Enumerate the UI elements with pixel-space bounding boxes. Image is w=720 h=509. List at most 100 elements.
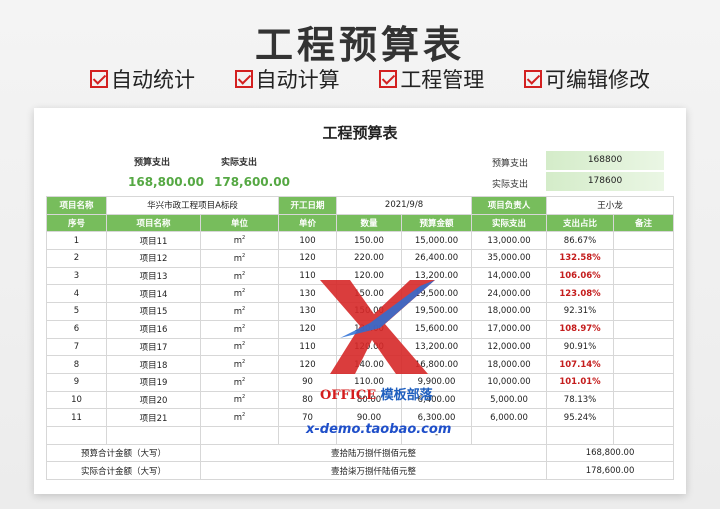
row-actual-spend[interactable]: 35,000.00 [471,249,548,268]
row-project-name[interactable]: 项目16 [106,319,201,339]
row-remark[interactable] [613,408,675,427]
unit-text: m [233,342,243,353]
row-number: 11 [46,408,107,427]
row-unit-price[interactable]: 100 [278,231,338,251]
row-unit: m2 [199,266,280,286]
row-unit: m2 [199,284,280,304]
row-number: 2 [46,249,107,268]
blank-cell[interactable] [546,425,615,445]
unit-text: m [233,271,243,282]
row-spend-ratio: 123.08% [546,284,615,304]
row-remark[interactable] [613,266,675,286]
right-budget-value[interactable]: 168800 [546,151,664,170]
row-number: 5 [46,302,107,321]
feature-item: 自动计算 [234,64,340,94]
unit-superscript: 2 [242,306,246,313]
watermark-domain: x-demo.taobao.com [306,422,452,437]
row-actual-spend[interactable]: 6,000.00 [471,408,548,427]
blank-cell[interactable] [471,425,548,445]
row-project-name[interactable]: 项目18 [106,355,201,374]
row-actual-spend[interactable]: 14,000.00 [471,266,548,286]
row-project-name[interactable]: 项目19 [106,372,201,392]
actual-summary-label: 实际支出 [221,158,258,168]
watermark-logo [320,280,435,374]
checkbox-icon [90,70,108,88]
row-actual-spend[interactable]: 13,000.00 [471,231,548,251]
blank-cell[interactable] [199,425,280,445]
row-project-name[interactable]: 项目15 [106,302,201,321]
row-actual-spend[interactable]: 18,000.00 [471,302,548,321]
row-unit-price[interactable]: 120 [278,249,338,268]
feature-label: 自动统计 [111,68,195,92]
right-budget-label: 预算支出 [492,159,529,169]
row-remark[interactable] [613,372,675,392]
row-spend-ratio: 86.67% [546,231,615,251]
row-project-name[interactable]: 项目20 [106,390,201,410]
row-remark[interactable] [613,302,675,321]
column-header: 支出占比 [546,213,615,233]
right-actual-value[interactable]: 178600 [546,172,664,191]
table-row: 11 项目21 m2 70 90.00 6,300.00 6,000.00 95.24% [46,408,675,427]
blank-cell[interactable] [106,425,201,445]
unit-superscript: 2 [242,341,246,348]
info-row: 项目名称 华兴市政工程项目A标段 开工日期 2021/9/8 项目负责人 王小龙 [46,196,675,215]
manager-label: 项目负责人 [471,196,548,215]
feature-item: 可编辑修改 [523,64,650,94]
manager-value[interactable]: 王小龙 [546,196,675,215]
blank-cell[interactable] [46,425,107,445]
row-project-name[interactable]: 项目14 [106,284,201,304]
unit-superscript: 2 [242,412,246,419]
row-project-name[interactable]: 项目13 [106,266,201,286]
right-actual-label: 实际支出 [492,180,529,190]
checkbox-icon [523,70,542,88]
unit-superscript: 2 [242,252,246,259]
row-actual-spend[interactable]: 17,000.00 [471,319,548,339]
row-actual-spend[interactable]: 12,000.00 [471,337,548,357]
budget-summary-label: 预算支出 [134,158,171,168]
budget-total-amount: 168,800.00 [546,443,675,463]
row-project-name[interactable]: 项目17 [106,337,201,357]
unit-text: m [233,377,243,388]
unit-superscript: 2 [242,394,246,401]
row-number: 8 [46,355,107,374]
row-actual-spend[interactable]: 24,000.00 [471,284,548,304]
row-remark[interactable] [613,284,675,304]
row-unit: m2 [199,231,280,251]
row-remark[interactable] [613,249,675,268]
budget-summary-value: 168,800.00 [128,175,204,189]
column-header: 实际支出 [471,213,548,233]
row-quantity[interactable]: 220.00 [336,249,403,268]
row-actual-spend[interactable]: 10,000.00 [471,372,548,392]
column-header: 数量 [336,213,403,233]
table-row: 7 项目17 m2 110 120.00 13,200.00 12,000.00 90.91% [46,337,675,357]
sheet-title: 工程预算表 [322,124,398,142]
project-name-value[interactable]: 华兴市政工程项目A标段 [105,196,280,215]
row-spend-ratio: 90.91% [546,337,615,357]
start-date-value[interactable]: 2021/9/8 [336,196,473,215]
row-remark[interactable] [613,319,675,339]
row-project-name[interactable]: 项目21 [106,408,201,427]
column-header-row: 序号 项目名称 单位 单价 数量 预算金额 实际支出 支出占比 备注 [46,213,675,233]
unit-text: m [233,395,243,406]
actual-total-row: 实际合计金额（大写） 壹拾柒万捌仟陆佰元整 178,600.00 [46,461,675,480]
unit-superscript: 2 [242,270,246,277]
start-date-label: 开工日期 [278,196,338,215]
row-actual-spend[interactable]: 18,000.00 [471,355,548,374]
unit-superscript: 2 [242,359,246,366]
spreadsheet: 工程预算表 预算支出 168,800.00 实际支出 178,600.00 预算… [34,108,686,494]
blank-cell[interactable] [613,425,675,445]
row-remark[interactable] [613,231,675,251]
column-header: 单位 [199,213,280,233]
row-remark[interactable] [613,390,675,410]
unit-superscript: 2 [242,376,246,383]
row-project-name[interactable]: 项目11 [106,231,201,251]
row-spend-ratio: 106.06% [546,266,615,286]
row-remark[interactable] [613,337,675,357]
row-project-name[interactable]: 项目12 [106,249,201,268]
feature-label: 自动计算 [255,68,340,92]
row-remark[interactable] [613,355,675,374]
actual-total-amount: 178,600.00 [546,461,675,480]
row-quantity[interactable]: 150.00 [336,231,403,251]
row-actual-spend[interactable]: 5,000.00 [471,390,548,410]
watermark-office-text: OFFICE [320,388,377,403]
